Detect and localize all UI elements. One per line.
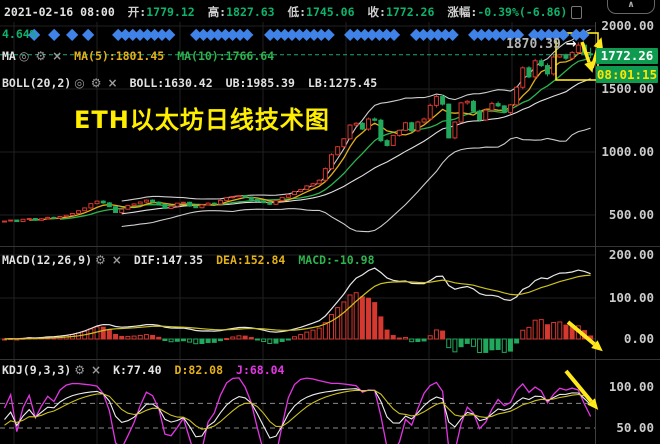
j-value: J:68.04 — [236, 363, 285, 377]
high-value: 1827.63 — [226, 5, 275, 19]
macd-value: MACD:-10.98 — [298, 253, 375, 267]
d-value: D:82.08 — [174, 363, 224, 377]
datetime-label: 2021-02-16 08:00 — [4, 5, 115, 19]
top-info-bar: 2021-02-16 08:00 开: 1779.12 高: 1827.63 低: 1… — [4, 4, 583, 20]
close-icon[interactable]: × — [91, 363, 102, 377]
kdj-panel — [0, 377, 595, 444]
low-value: 1745.06 — [306, 5, 355, 19]
right-arrow-icon: → — [565, 37, 577, 52]
close-icon[interactable]: × — [111, 253, 122, 267]
signal-diamond-cluster: ◆◆ — [570, 24, 589, 43]
settings-icon[interactable]: ⚙ — [74, 363, 86, 377]
main-price-panel — [0, 28, 595, 233]
ma-name: MA — [2, 49, 16, 63]
dif-value: DIF:147.35 — [133, 253, 204, 267]
signal-diamond-cluster: ◆ — [66, 24, 79, 43]
change-label: 涨幅: — [447, 5, 478, 19]
boll-lb-value: LB:1275.45 — [307, 76, 378, 90]
signal-diamond-cluster: ◆◆◆◆◆◆◆◆ — [112, 24, 175, 43]
detail-popup-icon[interactable] — [571, 5, 583, 19]
high-label: 高: — [207, 5, 227, 19]
settings-icon[interactable]: ⚙ — [95, 253, 106, 267]
axis-label: 1000.00 — [601, 144, 654, 159]
kdj-legend-row: KDJ(9,3,3) ⚙ × K:77.40 D:82.08 J:68.04 — [2, 363, 284, 377]
change-value: -0.39%(-6.86) — [477, 5, 568, 19]
settings-icon[interactable]: ⚙ — [90, 76, 102, 90]
signal-diamond-cluster: ◆◆◆◆◆◆ — [410, 24, 459, 43]
eye-icon[interactable]: ◎ — [74, 76, 85, 90]
marked-high-value: 1870.39 — [506, 37, 561, 52]
percent-marker: 4.64% — [2, 27, 37, 41]
axis-label: 1500.00 — [601, 81, 654, 96]
ma10-value: MA(10):1766.64 — [177, 49, 275, 63]
boll-mid-value: BOLL:1630.42 — [129, 76, 213, 90]
dea-value: DEA:152.84 — [216, 253, 286, 267]
axis-label: 200.00 — [608, 247, 654, 262]
chart-watermark-title: ETH以太坊日线技术图 — [74, 106, 330, 134]
signal-diamond-cluster: ◆◆◆◆◆◆◆ — [468, 24, 524, 43]
settings-icon[interactable]: ⚙ — [35, 49, 47, 63]
signal-diamond-cluster: ◆ — [48, 24, 61, 43]
eye-icon[interactable]: ◎ — [18, 49, 30, 63]
signal-diamond-cluster: ◆◆◆◆◆◆◆◆◆ — [264, 24, 335, 43]
signal-diamond-cluster: ◆ — [82, 24, 95, 43]
candles-layer — [2, 42, 594, 223]
collapse-panel-button[interactable]: ∧ — [607, 0, 655, 14]
open-value: 1779.12 — [146, 5, 195, 19]
signal-diamond-cluster: ◆◆◆◆◆◆◆◆ — [190, 24, 253, 43]
low-label: 低: — [287, 5, 307, 19]
axis-label: 2000.00 — [601, 18, 654, 33]
countdown-badge: 08:01:15 — [596, 66, 658, 83]
open-label: 开: — [127, 5, 147, 19]
boll-legend-row: BOLL(20,2) ◎ ⚙ × BOLL:1630.42 UB:1985.39… — [2, 76, 377, 90]
axis-label: 100.00 — [608, 290, 654, 305]
axis-label: 500.00 — [608, 207, 654, 222]
kdj-name: KDJ(9,3,3) — [2, 363, 72, 377]
macd-panel — [2, 267, 594, 353]
boll-name: BOLL(20,2) — [2, 76, 72, 90]
close-icon[interactable]: × — [107, 76, 118, 90]
close-value: 1772.26 — [385, 5, 435, 19]
axis-label: 100.00 — [608, 379, 654, 394]
close-label: 收: — [367, 5, 386, 19]
marked-high-label: 1870.39 → — [506, 37, 577, 52]
axis-label: 50.00 — [616, 420, 654, 435]
k-value: K:77.40 — [113, 363, 162, 377]
macd-legend-row: MACD(12,26,9) ⚙ × DIF:147.35 DEA:152.84 … — [2, 253, 375, 267]
ma-legend-row: MA ◎ ⚙ × MA(5):1801.45 MA(10):1766.64 — [2, 49, 274, 63]
signal-diamond-cluster: ◆◆◆◆◆◆◆ — [344, 24, 400, 43]
ma5-value: MA(5):1801.45 — [74, 49, 165, 63]
signal-diamond-cluster: ◆◆◆◆◆ — [528, 24, 569, 43]
close-icon[interactable]: × — [52, 49, 63, 63]
macd-name: MACD(12,26,9) — [2, 253, 93, 267]
axis-label: 0.00 — [623, 331, 654, 346]
annotations-layer — [555, 32, 603, 410]
last-price-badge: 1772.26 — [596, 48, 658, 64]
boll-ub-value: UB:1985.39 — [225, 76, 295, 90]
